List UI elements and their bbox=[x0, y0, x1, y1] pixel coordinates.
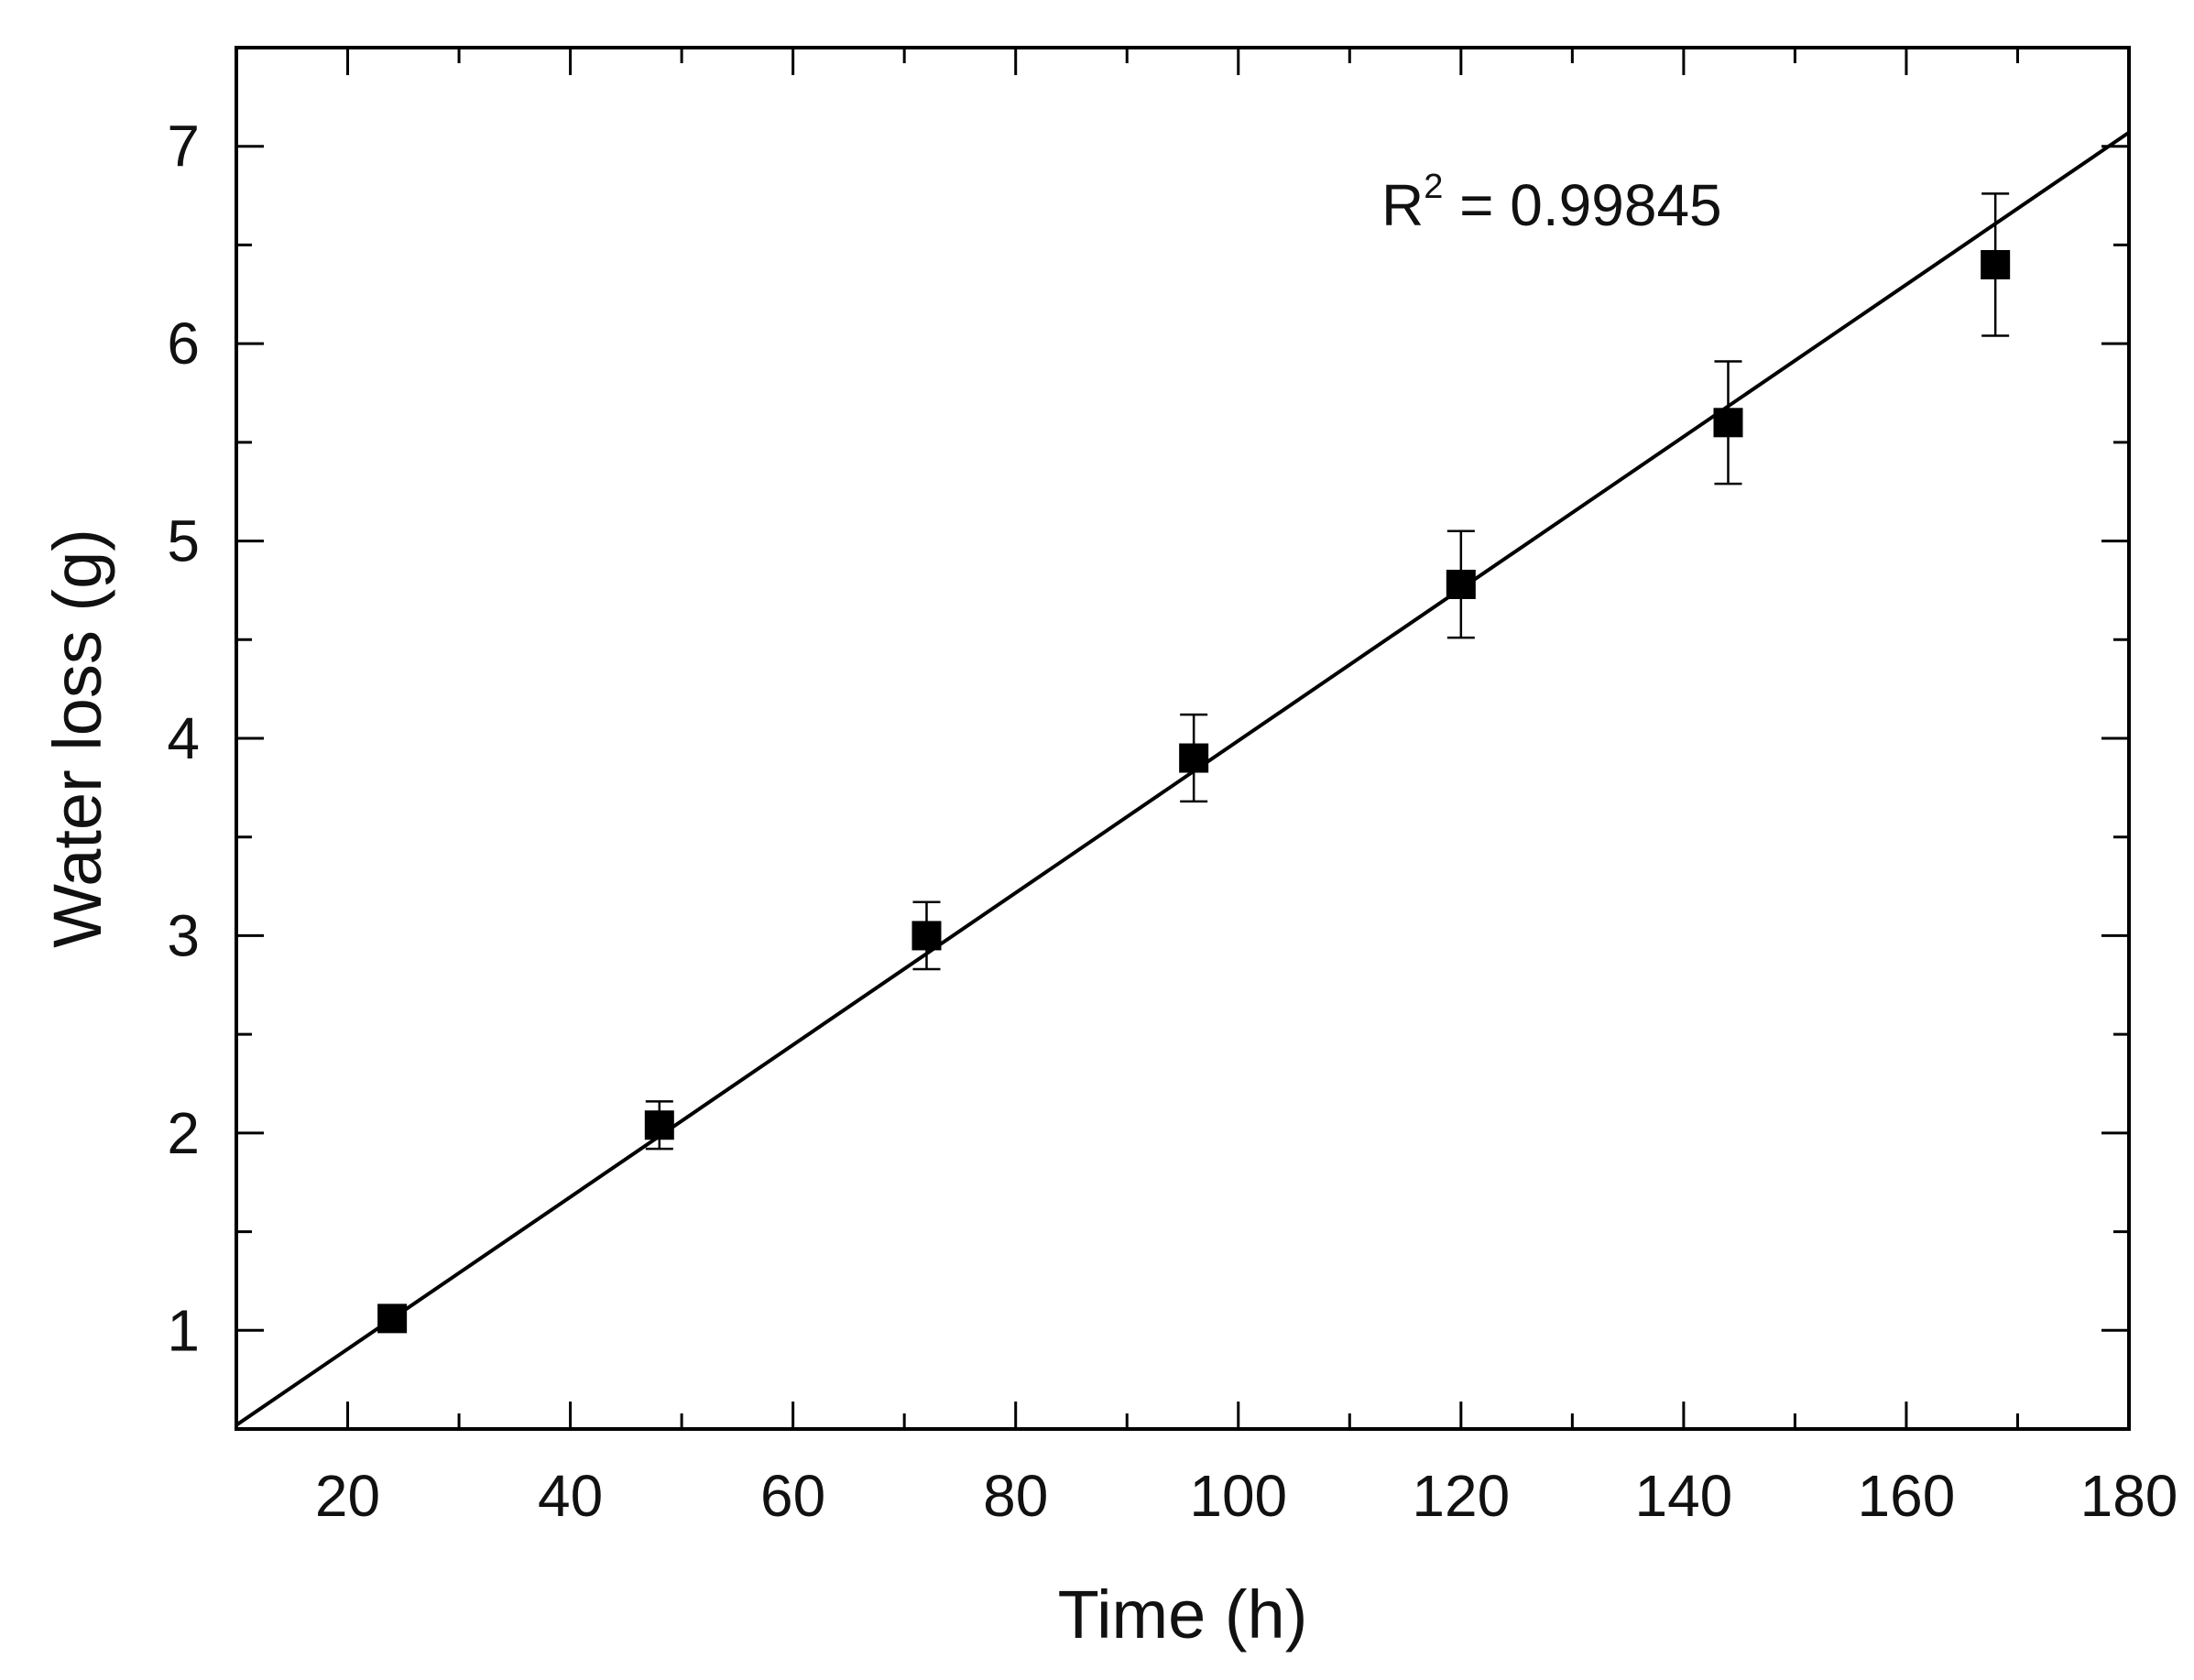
data-point bbox=[1981, 249, 2011, 279]
y-tick-label: 3 bbox=[167, 902, 200, 968]
data-point bbox=[1446, 569, 1476, 599]
y-tick-label: 5 bbox=[167, 508, 200, 574]
x-tick-label: 180 bbox=[2080, 1463, 2178, 1529]
x-axis-title: Time (h) bbox=[1058, 1576, 1308, 1653]
data-point bbox=[644, 1110, 674, 1140]
x-tick-label: 120 bbox=[1412, 1463, 1510, 1529]
data-point bbox=[377, 1304, 408, 1334]
y-tick-label: 2 bbox=[167, 1100, 200, 1166]
x-tick-label: 140 bbox=[1634, 1463, 1732, 1529]
y-tick-label: 6 bbox=[167, 311, 200, 376]
r-squared-annotation: R2 = 0.99845 bbox=[1381, 168, 1722, 238]
x-tick-label: 60 bbox=[760, 1463, 825, 1529]
data-point bbox=[911, 921, 942, 951]
y-tick-label: 1 bbox=[167, 1297, 200, 1363]
y-tick-labels: 1 2 3 4 5 6 7 bbox=[167, 114, 200, 1364]
r-squared-value: = 0.99845 bbox=[1443, 172, 1721, 238]
data-point bbox=[1179, 743, 1209, 773]
x-tick-label: 100 bbox=[1189, 1463, 1287, 1529]
x-tick-labels: 20 40 60 80 100 120 140 160 180 bbox=[315, 1463, 2178, 1529]
y-axis-title: Water loss (g) bbox=[39, 529, 115, 948]
x-tick-label: 40 bbox=[538, 1463, 603, 1529]
axis-ticks bbox=[235, 46, 2131, 1431]
y-tick-label: 7 bbox=[167, 114, 200, 180]
y-tick-label: 4 bbox=[167, 705, 200, 771]
x-tick-label: 160 bbox=[1858, 1463, 1956, 1529]
r-squared-superscript: 2 bbox=[1424, 168, 1443, 206]
fit-line-group bbox=[236, 130, 2129, 1427]
fit-line bbox=[236, 130, 2129, 1427]
x-tick-label: 20 bbox=[315, 1463, 380, 1529]
data-point bbox=[1713, 408, 1743, 438]
r-squared-base: R bbox=[1381, 172, 1424, 238]
data-points bbox=[377, 249, 2011, 1334]
x-tick-label: 80 bbox=[983, 1463, 1048, 1529]
plot-frame bbox=[235, 46, 2131, 1431]
